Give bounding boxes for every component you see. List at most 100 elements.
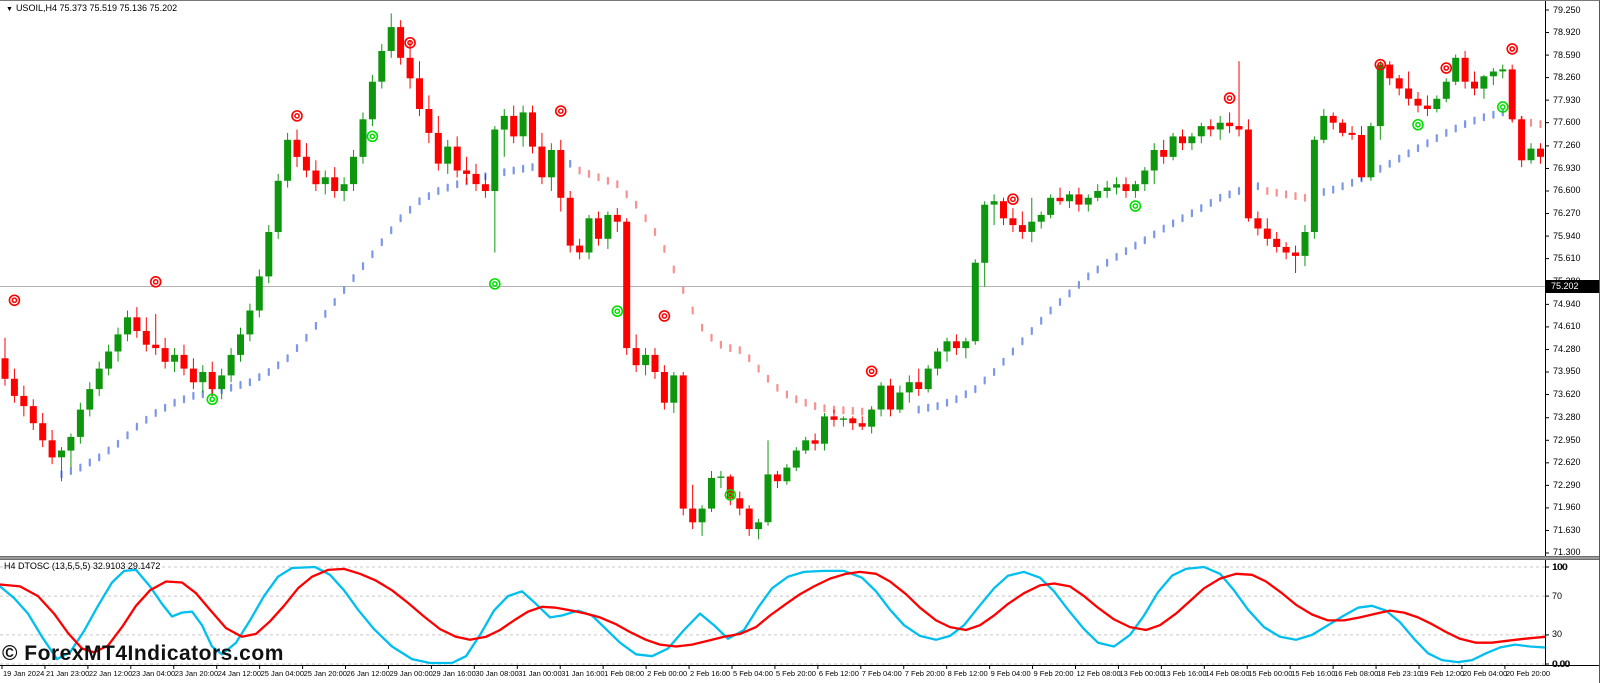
candle-body bbox=[529, 112, 536, 147]
candle-body bbox=[660, 372, 668, 403]
subwindow-separator[interactable] bbox=[0, 556, 1599, 560]
time-tick-label: 15 Feb 00:00 bbox=[1248, 669, 1293, 678]
candle-body bbox=[557, 150, 565, 198]
symbol-name: USOIL,H4 bbox=[15, 3, 57, 13]
time-tick-label: 30 Jan 08:00 bbox=[475, 669, 519, 678]
trend-dot bbox=[79, 463, 82, 472]
trend-dot bbox=[917, 405, 920, 414]
candle-body bbox=[29, 406, 37, 424]
indicator-label: H4 DTOSC (13,5,5,5) 32.9103 29.1472 bbox=[4, 561, 161, 571]
candle-body bbox=[425, 109, 433, 133]
price-tick-label: 74.940 bbox=[1553, 298, 1581, 309]
trend-dot bbox=[1115, 252, 1118, 261]
price-tick-label: 75.940 bbox=[1553, 230, 1581, 241]
candle-body bbox=[255, 276, 263, 311]
sell-signal-icon bbox=[1007, 193, 1019, 205]
trend-dot bbox=[418, 197, 421, 206]
time-tick-label: 6 Feb 12:00 bbox=[818, 669, 859, 678]
time-tick-label: 19 Feb 12:00 bbox=[1420, 669, 1465, 678]
trend-dot bbox=[1445, 128, 1448, 137]
trend-dot bbox=[371, 250, 374, 259]
candle-body bbox=[1358, 135, 1365, 178]
trend-dot bbox=[1435, 134, 1438, 143]
time-tick-label: 26 Jan 12:00 bbox=[346, 669, 390, 678]
time-axis[interactable]: 19 Jan 2024 21 Jan 23:00 22 Jan 12:00 23 Ja… bbox=[0, 666, 1599, 683]
candle-body bbox=[802, 440, 810, 451]
candle-body bbox=[679, 375, 687, 509]
trend-dot bbox=[663, 245, 666, 253]
candle-body bbox=[171, 354, 179, 362]
trend-dot bbox=[587, 169, 591, 178]
candle-body bbox=[952, 341, 960, 349]
trend-dot bbox=[456, 180, 459, 189]
candle-body bbox=[1273, 238, 1281, 247]
price-plot[interactable] bbox=[0, 13, 1551, 540]
buy-signal-icon bbox=[1412, 118, 1424, 131]
trend-dot bbox=[267, 368, 270, 376]
time-tick-label: 20 Feb 04:00 bbox=[1462, 669, 1508, 678]
trend-dot bbox=[1143, 236, 1146, 245]
trend-dot bbox=[248, 378, 251, 387]
trend-dot bbox=[804, 398, 807, 407]
candle-body bbox=[736, 498, 744, 509]
trend-dot bbox=[126, 431, 129, 440]
price-tick-label: 77.260 bbox=[1553, 140, 1581, 151]
sell-signal-icon bbox=[149, 276, 162, 288]
candle-body bbox=[623, 221, 631, 349]
candle-body bbox=[1433, 98, 1441, 109]
trend-dot bbox=[1002, 357, 1005, 366]
candle-body bbox=[708, 477, 715, 509]
candle-body bbox=[1131, 184, 1139, 191]
trend-dot bbox=[616, 180, 619, 189]
price-axis[interactable]: 79.250 78.920 78.590 78.260 77.930 77.600 77.2… bbox=[1546, 1, 1599, 665]
candle-body bbox=[1216, 122, 1224, 130]
oscillator-tick-label: 100 bbox=[1552, 561, 1568, 572]
candle-body bbox=[1122, 184, 1130, 191]
sell-signal-icon bbox=[1440, 62, 1453, 74]
time-tick-label: 18 Feb 23:10 bbox=[1377, 669, 1422, 678]
sell-signal-icon bbox=[865, 365, 878, 378]
candle-body bbox=[274, 180, 282, 232]
candle-body bbox=[1056, 197, 1064, 202]
trend-dot bbox=[1322, 188, 1325, 196]
trend-dot bbox=[154, 409, 157, 417]
trend-dot bbox=[295, 344, 299, 353]
trend-dot bbox=[427, 192, 430, 201]
dtosc-signal-line bbox=[0, 567, 1545, 654]
sell-signal-icon bbox=[1223, 92, 1236, 104]
current-price-badge: 75.202 bbox=[1545, 279, 1599, 293]
price-tick-label: 74.610 bbox=[1553, 321, 1581, 332]
candle-body bbox=[510, 115, 518, 137]
price-tick-label: 73.620 bbox=[1553, 389, 1581, 400]
candle-body bbox=[265, 232, 273, 277]
candle-body bbox=[1103, 187, 1111, 191]
candle-body bbox=[773, 474, 781, 482]
dtosc-main-line bbox=[0, 565, 1545, 665]
trend-dot bbox=[955, 395, 958, 404]
trend-dot bbox=[192, 391, 195, 400]
price-tick-label: 78.260 bbox=[1553, 72, 1581, 83]
candle-body bbox=[397, 27, 405, 58]
chart-dropdown-icon[interactable]: ▼ bbox=[6, 6, 13, 13]
candle-body bbox=[1037, 214, 1045, 222]
candle-body bbox=[1461, 57, 1469, 82]
candle-body bbox=[284, 139, 292, 181]
trend-dot bbox=[258, 373, 261, 382]
price-tick-label: 71.960 bbox=[1553, 502, 1581, 513]
candle-body bbox=[642, 354, 650, 366]
price-tick-label: 76.270 bbox=[1553, 208, 1581, 219]
candle-body bbox=[1518, 119, 1526, 161]
trend-dot bbox=[1162, 224, 1165, 233]
candle-body bbox=[1075, 194, 1083, 205]
trend-dot bbox=[1388, 159, 1391, 168]
candle-body bbox=[764, 474, 772, 523]
oscillator-plot[interactable] bbox=[0, 565, 1545, 665]
price-tick-label: 79.250 bbox=[1553, 4, 1581, 15]
trend-dot bbox=[691, 306, 694, 315]
trend-dot bbox=[201, 390, 204, 399]
time-tick-label: 25 Jan 20:00 bbox=[303, 669, 347, 678]
time-tick-label: 5 Feb 04:00 bbox=[732, 669, 773, 678]
trend-dot bbox=[1058, 298, 1062, 306]
